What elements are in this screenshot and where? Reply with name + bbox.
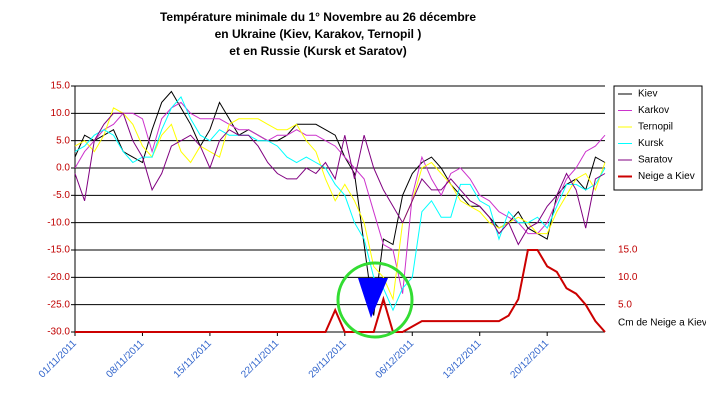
y-tick-label: -20.0 xyxy=(47,272,70,283)
legend-box xyxy=(613,85,703,191)
y-tick-label: -5.0 xyxy=(53,190,71,201)
y2-axis-label: Cm de Neige a Kiev xyxy=(618,318,706,329)
legend-label: Neige a Kiev xyxy=(638,171,695,182)
chart-title: et en Russie (Kursk et Saratov) xyxy=(229,44,406,58)
series-line xyxy=(74,90,606,316)
y-tick-label: 10.0 xyxy=(51,108,71,119)
legend-label: Saratov xyxy=(638,155,672,166)
x-tick-label: 06/12/2011 xyxy=(374,338,417,381)
highlight-circle xyxy=(336,261,414,339)
series-line xyxy=(75,249,606,333)
x-tick-label: 01/11/2011 xyxy=(37,338,79,380)
y-tick-label: 5.0 xyxy=(56,135,70,146)
y-tick-label: -10.0 xyxy=(47,217,70,228)
cold-highlight xyxy=(358,278,388,318)
x-tick-label: 22/11/2011 xyxy=(239,338,281,380)
y2-tick-label: 15.0 xyxy=(618,245,638,256)
series-line xyxy=(74,95,606,312)
y-tick-label: 15.0 xyxy=(51,81,71,92)
x-tick-label: 08/11/2011 xyxy=(104,338,146,380)
y-tick-label: -15.0 xyxy=(47,245,70,256)
chart-title: Température minimale du 1° Novembre au 2… xyxy=(160,10,476,24)
x-tick-label: 20/12/2011 xyxy=(509,338,552,381)
chart-title: en Ukraine (Kiev, Karakov, Ternopil ) xyxy=(215,27,422,41)
x-tick-label: 29/11/2011 xyxy=(307,338,349,380)
series-line xyxy=(74,112,606,246)
y-tick-label: 0.0 xyxy=(56,163,70,174)
y2-tick-label: 10.0 xyxy=(618,272,638,283)
series-line xyxy=(74,107,606,302)
x-tick-label: 15/11/2011 xyxy=(172,338,214,380)
series-line xyxy=(74,101,606,294)
y-tick-label: -30.0 xyxy=(47,327,70,338)
legend-label: Kiev xyxy=(638,89,657,100)
legend-label: Karkov xyxy=(638,105,669,116)
x-tick-label: 13/12/2011 xyxy=(441,338,484,381)
y-tick-label: -25.0 xyxy=(47,299,70,310)
legend-label: Kursk xyxy=(638,138,665,149)
y2-tick-label: 5.0 xyxy=(618,299,632,310)
legend-label: Ternopil xyxy=(638,122,673,133)
